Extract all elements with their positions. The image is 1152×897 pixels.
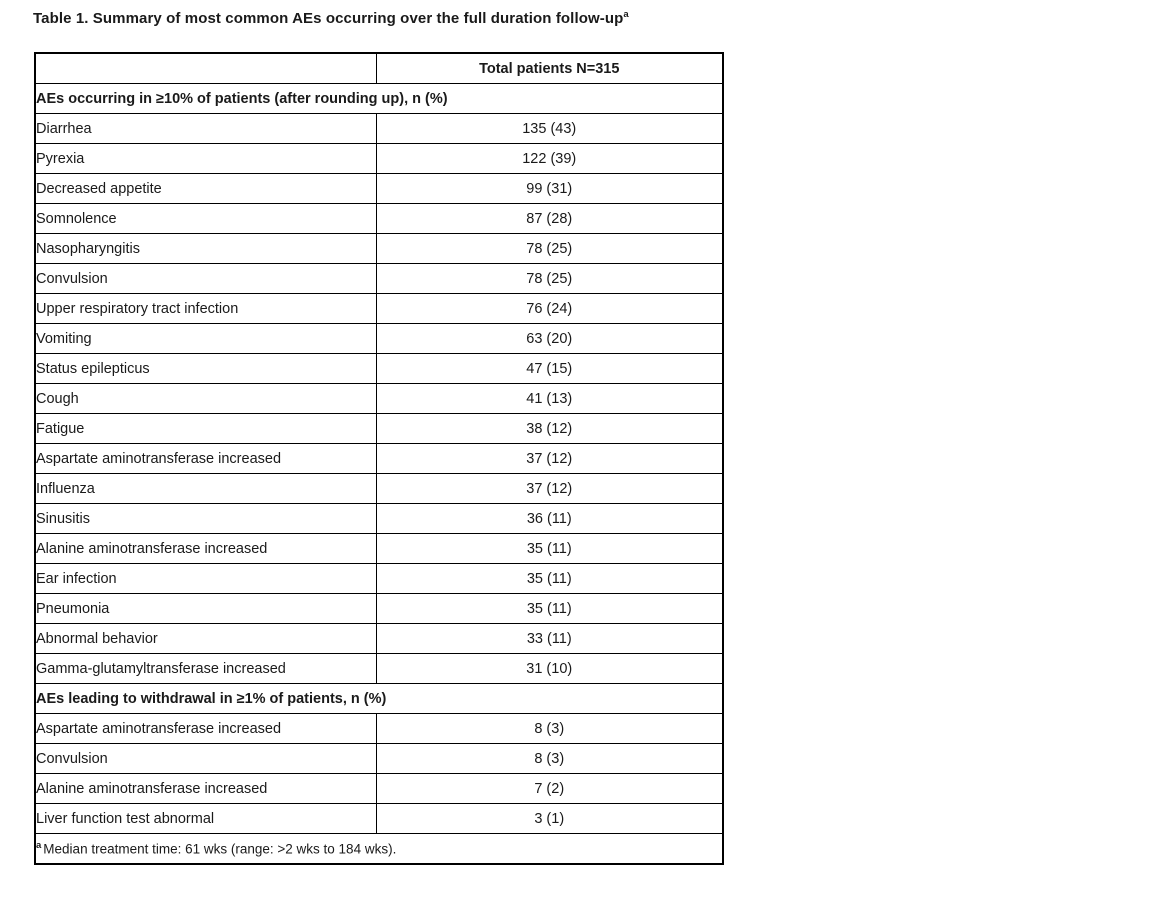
- ae-count-cell: 33 (11): [375, 623, 724, 654]
- table-title: Table 1. Summary of most common AEs occu…: [33, 9, 629, 27]
- ae-term-cell: Convulsion: [34, 263, 377, 294]
- table-row: Gamma-glutamyltransferase increased 31 (1…: [34, 653, 724, 684]
- table-row: Ear infection 35 (11): [34, 563, 724, 594]
- ae-term-cell: Ear infection: [34, 563, 377, 594]
- table-row: Alanine aminotransferase increased 7 (2): [34, 773, 724, 804]
- ae-term-cell: Fatigue: [34, 413, 377, 444]
- ae-count-cell: 3 (1): [375, 803, 724, 834]
- ae-count-cell: 7 (2): [375, 773, 724, 804]
- table-row: Abnormal behavior 33 (11): [34, 623, 724, 654]
- section-header-cell: AEs occurring in ≥10% of patients (after…: [34, 83, 724, 114]
- ae-term-cell: Alanine aminotransferase increased: [34, 773, 377, 804]
- ae-term-cell: Influenza: [34, 473, 377, 504]
- ae-count-cell: 8 (3): [375, 713, 724, 744]
- empty-header-cell: [34, 52, 377, 84]
- ae-term-cell: Liver function test abnormal: [34, 803, 377, 834]
- table-title-footnote-marker: a: [623, 9, 629, 20]
- table-row: Upper respiratory tract infection 76 (24): [34, 293, 724, 324]
- ae-term-cell: Aspartate aminotransferase increased: [34, 713, 377, 744]
- ae-count-cell: 87 (28): [375, 203, 724, 234]
- ae-term-cell: Status epilepticus: [34, 353, 377, 384]
- table-row: Influenza 37 (12): [34, 473, 724, 504]
- table-row: Cough 41 (13): [34, 383, 724, 414]
- ae-term-cell: Diarrhea: [34, 113, 377, 144]
- ae-summary-table: Total patients N=315 AEs occurring in ≥1…: [34, 52, 724, 865]
- table-row: Status epilepticus 47 (15): [34, 353, 724, 384]
- table-row: Sinusitis 36 (11): [34, 503, 724, 534]
- ae-count-cell: 37 (12): [375, 443, 724, 474]
- ae-count-cell: 78 (25): [375, 263, 724, 294]
- ae-count-cell: 76 (24): [375, 293, 724, 324]
- footnote-row: a Median treatment time: 61 wks (range: >…: [34, 833, 724, 865]
- total-patients-header: Total patients N=315: [375, 52, 724, 84]
- table-header-row: Total patients N=315: [34, 52, 724, 84]
- table-row: Diarrhea 135 (43): [34, 113, 724, 144]
- ae-count-cell: 31 (10): [375, 653, 724, 684]
- ae-term-cell: Cough: [34, 383, 377, 414]
- ae-term-cell: Sinusitis: [34, 503, 377, 534]
- ae-term-cell: Abnormal behavior: [34, 623, 377, 654]
- section-header-row: AEs leading to withdrawal in ≥1% of pati…: [34, 683, 724, 714]
- table-row: Aspartate aminotransferase increased 8 (3…: [34, 713, 724, 744]
- table-row: Fatigue 38 (12): [34, 413, 724, 444]
- section-header-cell: AEs leading to withdrawal in ≥1% of pati…: [34, 683, 724, 714]
- table-row: Alanine aminotransferase increased 35 (11…: [34, 533, 724, 564]
- ae-term-cell: Pneumonia: [34, 593, 377, 624]
- table-row: Pneumonia 35 (11): [34, 593, 724, 624]
- section-header-row: AEs occurring in ≥10% of patients (after…: [34, 83, 724, 114]
- footnote-text: Median treatment time: 61 wks (range: >2…: [43, 841, 397, 857]
- ae-term-cell: Aspartate aminotransferase increased: [34, 443, 377, 474]
- ae-count-cell: 47 (15): [375, 353, 724, 384]
- ae-term-cell: Alanine aminotransferase increased: [34, 533, 377, 564]
- footnote-cell: a Median treatment time: 61 wks (range: >…: [34, 833, 724, 865]
- ae-term-cell: Somnolence: [34, 203, 377, 234]
- table-row: Convulsion 78 (25): [34, 263, 724, 294]
- ae-count-cell: 99 (31): [375, 173, 724, 204]
- table-row: Somnolence 87 (28): [34, 203, 724, 234]
- ae-count-cell: 135 (43): [375, 113, 724, 144]
- ae-count-cell: 35 (11): [375, 593, 724, 624]
- table-title-text: Table 1. Summary of most common AEs occu…: [33, 10, 624, 27]
- ae-count-cell: 35 (11): [375, 563, 724, 594]
- ae-term-cell: Convulsion: [34, 743, 377, 774]
- ae-count-cell: 78 (25): [375, 233, 724, 264]
- ae-term-cell: Gamma-glutamyltransferase increased: [34, 653, 377, 684]
- ae-count-cell: 38 (12): [375, 413, 724, 444]
- table-row: Liver function test abnormal 3 (1): [34, 803, 724, 834]
- ae-count-cell: 41 (13): [375, 383, 724, 414]
- ae-count-cell: 8 (3): [375, 743, 724, 774]
- ae-count-cell: 36 (11): [375, 503, 724, 534]
- ae-term-cell: Vomiting: [34, 323, 377, 354]
- table-row: Aspartate aminotransferase increased 37 (…: [34, 443, 724, 474]
- ae-term-cell: Upper respiratory tract infection: [34, 293, 377, 324]
- table-row: Vomiting 63 (20): [34, 323, 724, 354]
- ae-term-cell: Nasopharyngitis: [34, 233, 377, 264]
- ae-term-cell: Pyrexia: [34, 143, 377, 174]
- ae-count-cell: 37 (12): [375, 473, 724, 504]
- footnote-marker: a: [36, 840, 42, 852]
- ae-count-cell: 63 (20): [375, 323, 724, 354]
- ae-count-cell: 35 (11): [375, 533, 724, 564]
- ae-count-cell: 122 (39): [375, 143, 724, 174]
- table-row: Nasopharyngitis 78 (25): [34, 233, 724, 264]
- table-row: Decreased appetite 99 (31): [34, 173, 724, 204]
- table-row: Pyrexia 122 (39): [34, 143, 724, 174]
- table-row: Convulsion 8 (3): [34, 743, 724, 774]
- ae-term-cell: Decreased appetite: [34, 173, 377, 204]
